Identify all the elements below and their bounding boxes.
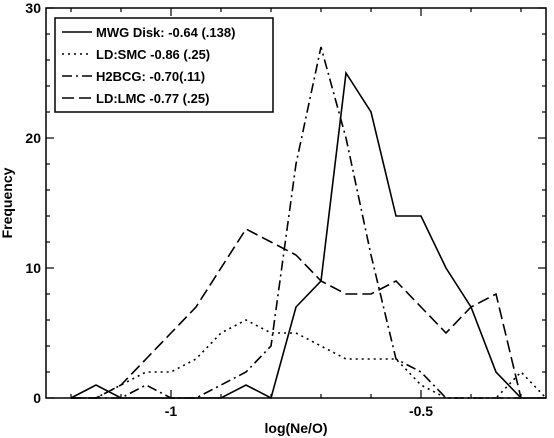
series-line-3 xyxy=(71,46,521,399)
x-axis-label: log(Ne/O) xyxy=(265,420,328,436)
legend-box xyxy=(54,17,274,113)
series-line-2 xyxy=(71,319,547,399)
x-tick-label: -1 xyxy=(165,403,178,419)
x-tick-label: -0.5 xyxy=(409,403,433,419)
y-tick-label: 10 xyxy=(25,260,41,276)
series-layer xyxy=(70,46,547,400)
y-tick-label: 30 xyxy=(25,0,41,16)
legend: MWG Disk: -0.64 (.138) LD:SMC -0.86 (.25)… xyxy=(54,17,274,113)
y-tick-label: 20 xyxy=(25,130,41,146)
legend-label-1: MWG Disk: -0.64 (.138) xyxy=(96,25,235,40)
y-tick-label: 0 xyxy=(33,390,41,406)
legend-label-3: H2BCG: -0.70(.11) xyxy=(96,69,205,84)
tick-layer: -1 -0.5 0 10 20 30 xyxy=(25,0,546,419)
series-line-1 xyxy=(70,70,546,400)
series-line-4 xyxy=(71,227,522,399)
legend-label-4: LD:LMC -0.77 (.25) xyxy=(96,91,209,106)
y-axis-label: Frequency xyxy=(0,167,15,238)
plot-frame xyxy=(45,7,547,399)
legend-label-2: LD:SMC -0.86 (.25) xyxy=(96,47,210,62)
